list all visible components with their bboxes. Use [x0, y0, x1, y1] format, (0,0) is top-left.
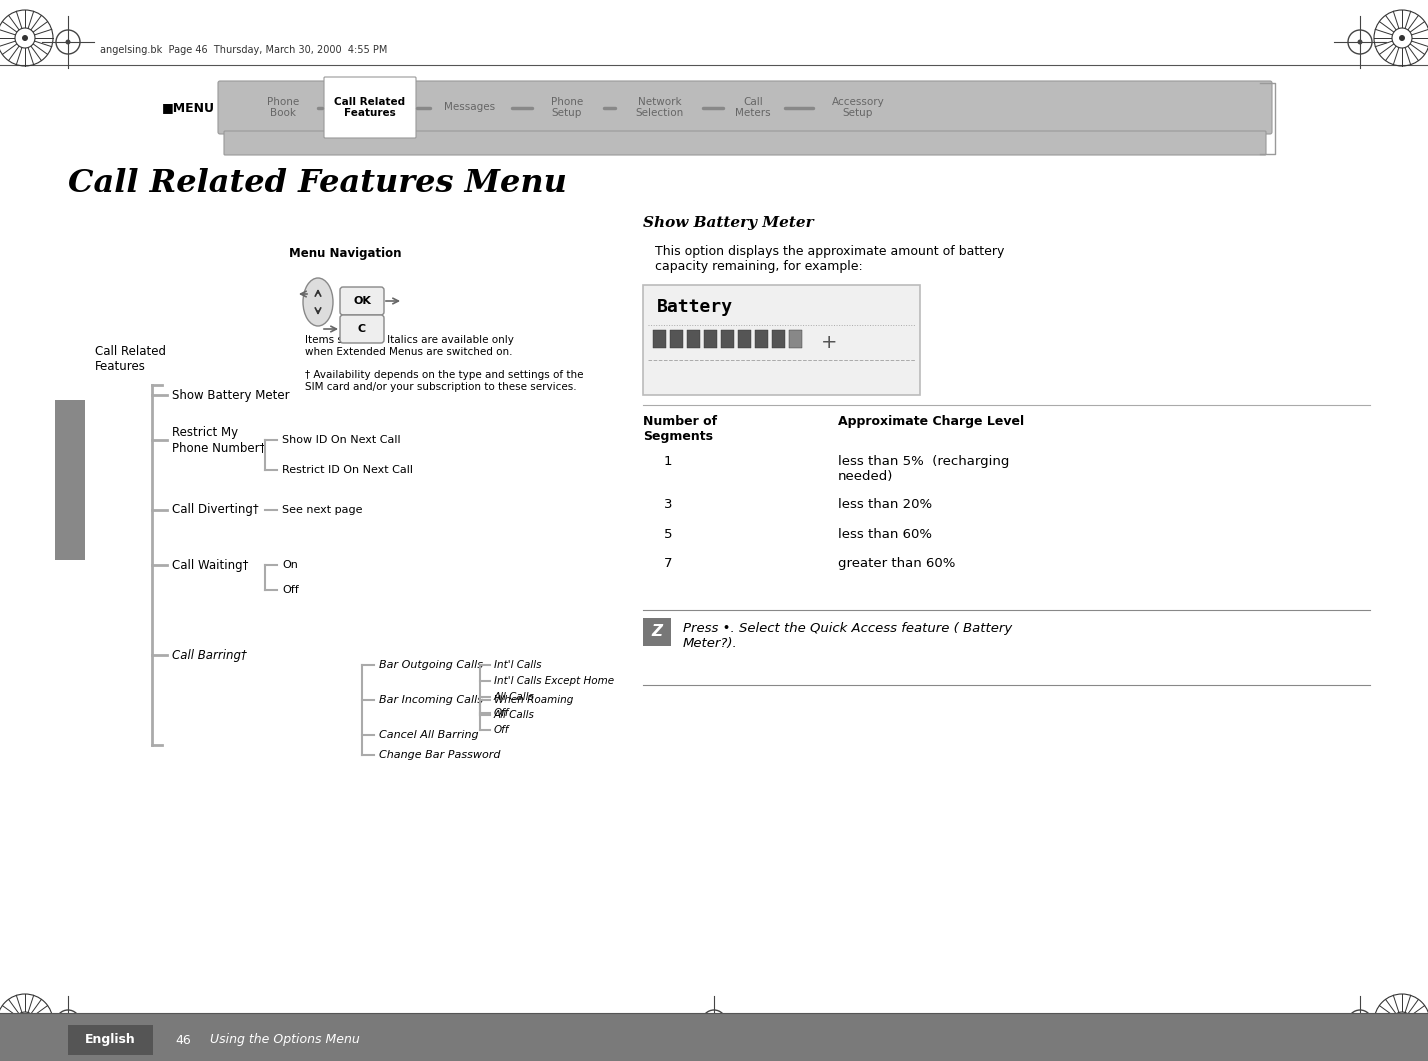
Circle shape — [66, 39, 70, 45]
FancyBboxPatch shape — [224, 131, 1267, 155]
Bar — [56, 400, 86, 560]
Text: Network
Selection: Network Selection — [635, 97, 684, 118]
Text: Off: Off — [494, 725, 510, 735]
Text: Call
Meters: Call Meters — [735, 97, 771, 118]
Text: 3: 3 — [664, 498, 673, 511]
Text: Show Battery Meter: Show Battery Meter — [643, 216, 814, 230]
Text: All Calls: All Calls — [494, 692, 536, 702]
Text: Z: Z — [651, 625, 663, 640]
Circle shape — [1392, 28, 1412, 48]
Bar — [670, 330, 683, 348]
Text: Show ID On Next Call: Show ID On Next Call — [281, 435, 401, 445]
Bar — [755, 330, 768, 348]
Text: Call Related
Features: Call Related Features — [334, 97, 406, 118]
Text: +: + — [821, 332, 837, 351]
Circle shape — [1358, 1020, 1362, 1025]
Bar — [643, 618, 671, 646]
FancyBboxPatch shape — [340, 286, 384, 315]
Text: Off: Off — [281, 585, 298, 595]
Text: 7: 7 — [664, 557, 673, 570]
FancyBboxPatch shape — [324, 77, 416, 138]
Text: Restrict ID On Next Call: Restrict ID On Next Call — [281, 465, 413, 475]
Circle shape — [1358, 39, 1362, 45]
Text: 46: 46 — [176, 1033, 191, 1046]
Text: Menu Navigation: Menu Navigation — [288, 246, 401, 260]
Text: Bar Outgoing Calls: Bar Outgoing Calls — [378, 660, 483, 669]
Text: ■MENU: ■MENU — [161, 101, 216, 114]
Circle shape — [66, 1020, 70, 1025]
FancyBboxPatch shape — [218, 81, 1272, 134]
Text: Show Battery Meter: Show Battery Meter — [171, 388, 290, 401]
Text: This option displays the approximate amount of battery
capacity remaining, for e: This option displays the approximate amo… — [655, 245, 1004, 273]
Bar — [704, 330, 717, 348]
Text: Battery: Battery — [657, 298, 733, 316]
Text: less than 20%: less than 20% — [838, 498, 932, 511]
Text: 5: 5 — [664, 528, 673, 541]
Text: When Roaming: When Roaming — [494, 695, 574, 705]
Text: Press •. Select the Quick Access feature ( Battery
Meter?).: Press •. Select the Quick Access feature… — [683, 622, 1012, 650]
Circle shape — [1392, 1012, 1412, 1032]
Text: Cancel All Barring: Cancel All Barring — [378, 730, 478, 740]
Circle shape — [711, 1020, 717, 1025]
Text: Off: Off — [494, 708, 510, 718]
Text: less than 5%  (recharging
needed): less than 5% (recharging needed) — [838, 455, 1010, 483]
Text: less than 60%: less than 60% — [838, 528, 932, 541]
Bar — [721, 330, 734, 348]
Text: All Calls: All Calls — [494, 710, 536, 720]
Circle shape — [21, 35, 29, 41]
Text: Phone
Book: Phone Book — [267, 97, 298, 118]
Text: Change Bar Password: Change Bar Password — [378, 750, 500, 760]
Text: Call Related Features Menu: Call Related Features Menu — [69, 168, 567, 198]
Bar — [773, 330, 785, 348]
Text: C: C — [358, 324, 366, 334]
Circle shape — [1399, 1019, 1405, 1025]
Circle shape — [1399, 35, 1405, 41]
Text: Call Related
Features: Call Related Features — [96, 345, 166, 373]
Text: Call Diverting†: Call Diverting† — [171, 504, 258, 517]
Bar — [0, 1013, 1428, 1061]
Text: † Availability depends on the type and settings of the
SIM card and/or your subs: † Availability depends on the type and s… — [306, 370, 584, 392]
FancyBboxPatch shape — [340, 315, 384, 343]
Bar — [738, 330, 751, 348]
Text: Restrict My
Phone Number†: Restrict My Phone Number† — [171, 427, 266, 454]
Text: Phone
Setup: Phone Setup — [551, 97, 583, 118]
Circle shape — [21, 1019, 29, 1025]
Text: Number of
Segments: Number of Segments — [643, 415, 717, 443]
Text: Call Barring†: Call Barring† — [171, 648, 247, 661]
Text: Using the Options Menu: Using the Options Menu — [210, 1033, 360, 1046]
Text: OK: OK — [353, 296, 371, 306]
Text: On: On — [281, 560, 298, 570]
Text: Int'l Calls: Int'l Calls — [494, 660, 541, 669]
Bar — [69, 1025, 153, 1055]
Text: angelsing.bk  Page 46  Thursday, March 30, 2000  4:55 PM: angelsing.bk Page 46 Thursday, March 30,… — [100, 45, 387, 55]
Text: greater than 60%: greater than 60% — [838, 557, 955, 570]
Text: Bar Incoming Calls: Bar Incoming Calls — [378, 695, 483, 705]
Text: Call Waiting†: Call Waiting† — [171, 558, 248, 572]
Ellipse shape — [303, 278, 333, 326]
Text: English: English — [84, 1033, 136, 1046]
Text: See next page: See next page — [281, 505, 363, 515]
Bar — [653, 330, 665, 348]
Text: Items shown in Italics are available only
when Extended Menus are switched on.: Items shown in Italics are available onl… — [306, 335, 514, 356]
Text: Messages: Messages — [444, 103, 496, 112]
Text: 1: 1 — [664, 455, 673, 468]
Circle shape — [16, 28, 36, 48]
Bar — [687, 330, 700, 348]
Circle shape — [16, 1012, 36, 1032]
Bar — [790, 330, 803, 348]
Text: Approximate Charge Level: Approximate Charge Level — [838, 415, 1024, 428]
Text: Int'l Calls Except Home: Int'l Calls Except Home — [494, 676, 614, 686]
FancyBboxPatch shape — [643, 285, 920, 395]
Text: Accessory
Setup: Accessory Setup — [831, 97, 884, 118]
